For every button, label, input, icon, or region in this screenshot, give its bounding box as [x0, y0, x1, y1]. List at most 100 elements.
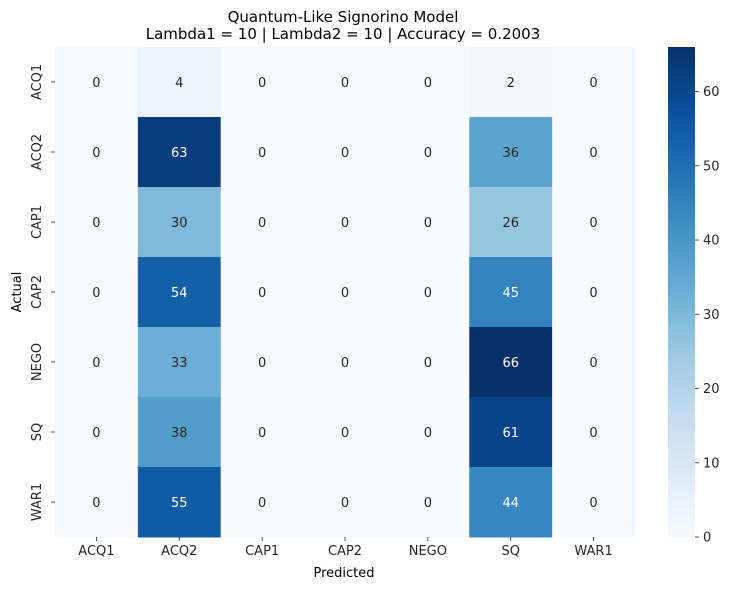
y-tick-label: SQ — [30, 423, 45, 441]
cell-value-label: 26 — [502, 216, 519, 231]
heatmap-cell — [386, 117, 470, 188]
heatmap-cell — [303, 257, 387, 328]
cell-value-label: 0 — [424, 146, 432, 161]
heatmap-cell — [552, 187, 636, 258]
cell-value-label: 61 — [502, 426, 519, 441]
cell-value-label: 63 — [171, 146, 188, 161]
heatmap-cell — [220, 187, 305, 258]
cell-value-label: 0 — [341, 216, 349, 231]
colorbar-tick-label: 30 — [703, 308, 720, 323]
heatmap-cell — [386, 327, 470, 398]
colorbar-tick-label: 20 — [703, 382, 720, 397]
y-axis-ticks: ACQ1 ACQ2 CAP1 CAP2 NEGO SQ WAR1 — [30, 64, 55, 521]
cell-value-label: 0 — [341, 76, 349, 91]
heatmap-cell — [386, 397, 470, 468]
heatmap-cell — [303, 327, 387, 398]
cell-value-label: 0 — [424, 426, 432, 441]
cell-value-label: 0 — [589, 356, 597, 371]
heatmap-cell — [55, 117, 139, 188]
cell-value-label: 0 — [589, 286, 597, 301]
heatmap-cell — [303, 397, 387, 468]
cell-value-label: 0 — [424, 496, 432, 511]
heatmap-cell — [469, 257, 553, 328]
heatmap-cell — [303, 187, 387, 258]
colorbar-tick-label: 40 — [703, 234, 720, 249]
cell-value-label: 0 — [258, 356, 266, 371]
cell-value-label: 0 — [92, 146, 100, 161]
cell-value-label: 0 — [589, 146, 597, 161]
cell-value-label: 0 — [92, 426, 100, 441]
cell-value-label: 0 — [341, 426, 349, 441]
heatmap-cell — [55, 397, 139, 468]
heatmap-cell — [469, 117, 553, 188]
heatmap-cell — [137, 467, 222, 538]
y-tick-label: NEGO — [30, 343, 45, 381]
colorbar-gradient — [668, 47, 695, 537]
cell-value-label: 36 — [502, 146, 519, 161]
y-tick-label: CAP1 — [30, 205, 45, 239]
heatmap-cells: 0 4 0 0 0 2 0 0 63 0 0 0 36 0 0 30 0 0 0 26 0 0 54 0 0 0 45 0 0 33 0 0 0… — [55, 47, 636, 538]
x-tick-label: ACQ1 — [78, 544, 114, 559]
y-tick-label: WAR1 — [30, 483, 45, 521]
cell-value-label: 0 — [92, 216, 100, 231]
heatmap-cell — [469, 397, 553, 468]
chart-title: Quantum-Like Signorino Model — [228, 8, 459, 26]
heatmap-cell — [303, 47, 387, 118]
cell-value-label: 0 — [424, 216, 432, 231]
heatmap-cell — [552, 467, 636, 538]
cell-value-label: 2 — [507, 76, 515, 91]
cell-value-label: 66 — [502, 356, 519, 371]
cell-value-label: 0 — [258, 146, 266, 161]
heatmap-cell — [55, 327, 139, 398]
heatmap-cell — [552, 257, 636, 328]
cell-value-label: 0 — [589, 216, 597, 231]
heatmap-cell — [137, 47, 222, 118]
heatmap-cell — [386, 257, 470, 328]
cell-value-label: 30 — [171, 216, 188, 231]
heatmap-cell — [220, 257, 305, 328]
x-tick-label: CAP1 — [245, 544, 279, 559]
heatmap-cell — [137, 257, 222, 328]
y-tick-label: ACQ1 — [30, 64, 45, 100]
x-tick-label: WAR1 — [574, 544, 612, 559]
heatmap-cell — [469, 327, 553, 398]
colorbar: 0 10 20 30 40 50 60 — [668, 47, 720, 546]
cell-value-label: 0 — [258, 426, 266, 441]
heatmap-cell — [137, 187, 222, 258]
cell-value-label: 4 — [175, 76, 183, 91]
colorbar-tick-label: 10 — [703, 456, 720, 471]
x-tick-label: CAP2 — [328, 544, 362, 559]
cell-value-label: 45 — [502, 286, 519, 301]
cell-value-label: 0 — [341, 286, 349, 301]
heatmap-cell — [469, 467, 553, 538]
colorbar-tick-label: 60 — [703, 85, 720, 100]
y-tick-label: ACQ2 — [30, 134, 45, 170]
cell-value-label: 0 — [92, 356, 100, 371]
cell-value-label: 44 — [502, 496, 519, 511]
heatmap-cell — [469, 187, 553, 258]
heatmap-cell — [220, 47, 305, 118]
heatmap-cell — [386, 47, 470, 118]
cell-value-label: 0 — [258, 286, 266, 301]
cell-value-label: 0 — [589, 426, 597, 441]
x-axis-ticks: ACQ1 ACQ2 CAP1 CAP2 NEGO SQ WAR1 — [78, 537, 613, 559]
heatmap-cell — [137, 397, 222, 468]
cell-value-label: 55 — [171, 496, 188, 511]
heatmap-cell — [55, 257, 139, 328]
x-tick-label: NEGO — [409, 544, 447, 559]
cell-value-label: 0 — [424, 356, 432, 371]
heatmap-cell — [55, 467, 139, 538]
heatmap-cell — [552, 327, 636, 398]
heatmap-cell — [55, 187, 139, 258]
heatmap-cell — [220, 327, 305, 398]
y-axis-label: Actual — [10, 272, 25, 313]
cell-value-label: 0 — [92, 76, 100, 91]
cell-value-label: 0 — [424, 286, 432, 301]
x-axis-label: Predicted — [313, 566, 374, 581]
colorbar-tick-label: 50 — [703, 159, 720, 174]
colorbar-tick-label: 0 — [703, 531, 711, 546]
cell-value-label: 38 — [171, 426, 188, 441]
x-tick-label: ACQ2 — [161, 544, 197, 559]
cell-value-label: 0 — [589, 76, 597, 91]
